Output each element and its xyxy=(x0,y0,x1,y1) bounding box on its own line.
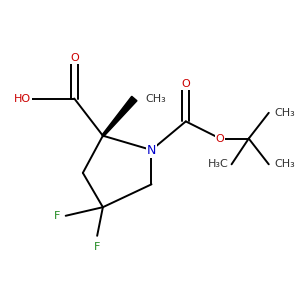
Text: HO: HO xyxy=(14,94,32,103)
Text: F: F xyxy=(54,211,60,221)
Text: CH₃: CH₃ xyxy=(146,94,166,103)
Text: H₃C: H₃C xyxy=(208,159,229,169)
Text: N: N xyxy=(147,143,156,157)
Text: O: O xyxy=(70,53,79,64)
Text: O: O xyxy=(216,134,224,144)
Polygon shape xyxy=(102,96,137,136)
Text: CH₃: CH₃ xyxy=(274,159,295,169)
Text: O: O xyxy=(182,79,190,89)
Text: F: F xyxy=(94,242,100,251)
Text: CH₃: CH₃ xyxy=(274,108,295,118)
